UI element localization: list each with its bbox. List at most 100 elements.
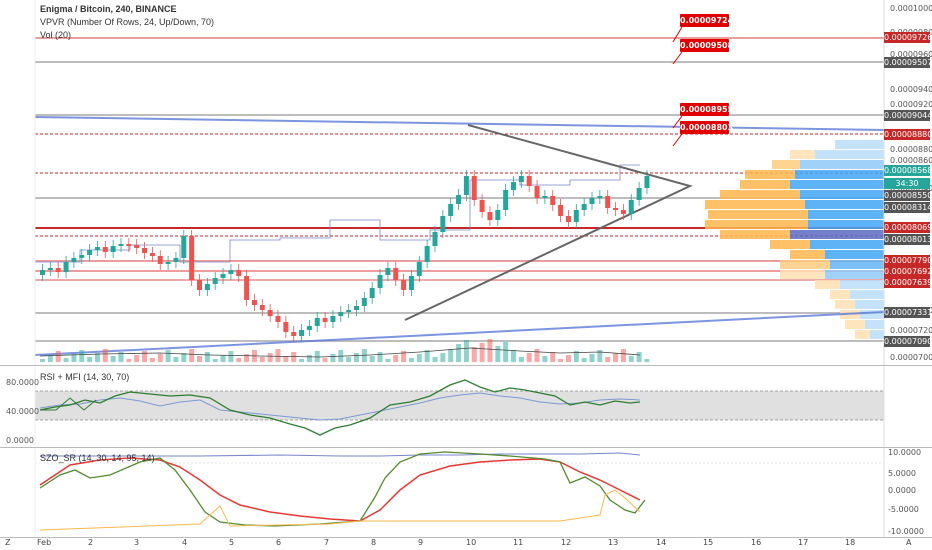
volume-bar xyxy=(275,349,281,362)
time-axis-label: 3 xyxy=(134,538,140,547)
candle-body xyxy=(55,268,61,272)
volume-bar xyxy=(440,353,446,362)
time-axis-label: 14 xyxy=(656,538,667,547)
volume-bar xyxy=(550,352,556,362)
volume-bar xyxy=(558,359,564,362)
volume-bar xyxy=(620,349,626,362)
price-callout[interactable]: 0.00008803 xyxy=(680,121,734,134)
candle-body xyxy=(479,200,485,212)
candle-body xyxy=(558,205,564,216)
volume-bar xyxy=(542,356,548,362)
candle-body xyxy=(275,316,281,322)
candle-body xyxy=(463,176,469,195)
candle-body xyxy=(495,210,501,220)
szo-axis-label: -10.0000 xyxy=(888,527,924,536)
time-axis-label: 12 xyxy=(561,538,572,547)
candle-body xyxy=(581,204,587,210)
price-tag: 0.00008880 xyxy=(884,129,932,140)
volume-bar xyxy=(55,351,61,362)
auto-scale-button[interactable]: A xyxy=(906,538,912,547)
price-tag: 0.00007639 xyxy=(884,277,932,288)
volume-bar xyxy=(299,359,305,362)
volume-bar xyxy=(644,359,650,362)
candle-body xyxy=(393,268,399,280)
volume-bar xyxy=(503,342,509,362)
volume-bar xyxy=(369,356,375,362)
volume-legend[interactable]: Vol (20) xyxy=(40,30,72,40)
candle-body xyxy=(550,196,556,205)
volume-bar xyxy=(471,347,477,362)
candle-body xyxy=(142,248,148,253)
symbol-title[interactable]: Enigma / Bitcoin, 240, BINANCE xyxy=(40,4,177,14)
candle-body xyxy=(432,232,438,246)
volume-bar xyxy=(110,356,116,362)
candle-body xyxy=(102,247,108,252)
price-callout[interactable]: 0.00008955 xyxy=(680,103,734,116)
candle-body xyxy=(134,245,140,248)
volume-bar xyxy=(283,356,289,362)
candle-body xyxy=(228,270,234,274)
candle-body xyxy=(94,247,100,250)
volume-bar xyxy=(134,355,140,362)
volume-bar xyxy=(173,357,179,362)
volume-bar xyxy=(385,359,391,362)
candle-body xyxy=(267,310,273,316)
volume-bar xyxy=(40,359,45,362)
candle-body xyxy=(636,188,642,200)
szo-legend[interactable]: SZO_SR (14, 30, 14, 95, 14) xyxy=(40,453,155,463)
volume-bar xyxy=(597,350,603,362)
candle-body xyxy=(118,244,124,246)
volume-bar xyxy=(377,352,383,362)
volume-bar xyxy=(393,355,399,362)
volume-bar xyxy=(236,358,242,362)
volume-bar xyxy=(613,353,619,362)
volume-bar xyxy=(126,359,132,362)
zoom-corner-button[interactable]: Z xyxy=(5,538,11,547)
volume-bar xyxy=(118,352,124,362)
vpvr-legend[interactable]: VPVR (Number Of Rows, 24, Up/Down, 70) xyxy=(40,17,215,27)
candle-body xyxy=(448,204,454,216)
candle-body xyxy=(157,256,163,264)
price-tag: 0.00009044 xyxy=(884,110,932,121)
volume-bar xyxy=(401,351,407,362)
candle-body xyxy=(63,262,69,272)
candle-body xyxy=(197,280,202,290)
volume-bar xyxy=(456,344,462,362)
time-axis-label: 7 xyxy=(324,538,330,547)
candle-body xyxy=(416,262,422,276)
candle-body xyxy=(644,176,650,188)
time-axis-label: 4 xyxy=(182,538,188,547)
time-axis-label: 9 xyxy=(418,538,424,547)
time-axis-label: 10 xyxy=(466,538,477,547)
volume-bar xyxy=(314,351,320,362)
rsi-legend[interactable]: RSI + MFI (14, 30, 70) xyxy=(40,372,130,382)
candle-body xyxy=(79,255,85,258)
price-tag: 0.00007790 xyxy=(884,255,932,266)
time-axis-label: Feb xyxy=(37,538,52,547)
szo-axis-label: 10.0000 xyxy=(888,448,922,457)
volume-bar xyxy=(63,358,69,362)
volume-bar xyxy=(589,354,595,362)
candle-body xyxy=(244,276,250,300)
volume-bar xyxy=(157,354,163,362)
candle-body xyxy=(291,332,297,336)
candle-body xyxy=(338,312,344,316)
candle-body xyxy=(251,300,257,305)
candle-body xyxy=(299,330,305,336)
price-callout[interactable]: 0.00009724 xyxy=(680,14,734,27)
price-callout[interactable]: 0.00009508 xyxy=(680,39,734,52)
volume-bar xyxy=(244,354,250,362)
time-axis-label: 16 xyxy=(751,538,762,547)
price-tag: 0.00008568 xyxy=(884,165,932,176)
volume-bar xyxy=(416,354,422,362)
candle-body xyxy=(259,305,265,310)
time-axis-label: 17 xyxy=(798,538,809,547)
time-axis-label: 6 xyxy=(276,538,282,547)
candle-body xyxy=(314,318,320,326)
time-axis-label: 5 xyxy=(229,538,235,547)
candle-body xyxy=(354,306,359,310)
